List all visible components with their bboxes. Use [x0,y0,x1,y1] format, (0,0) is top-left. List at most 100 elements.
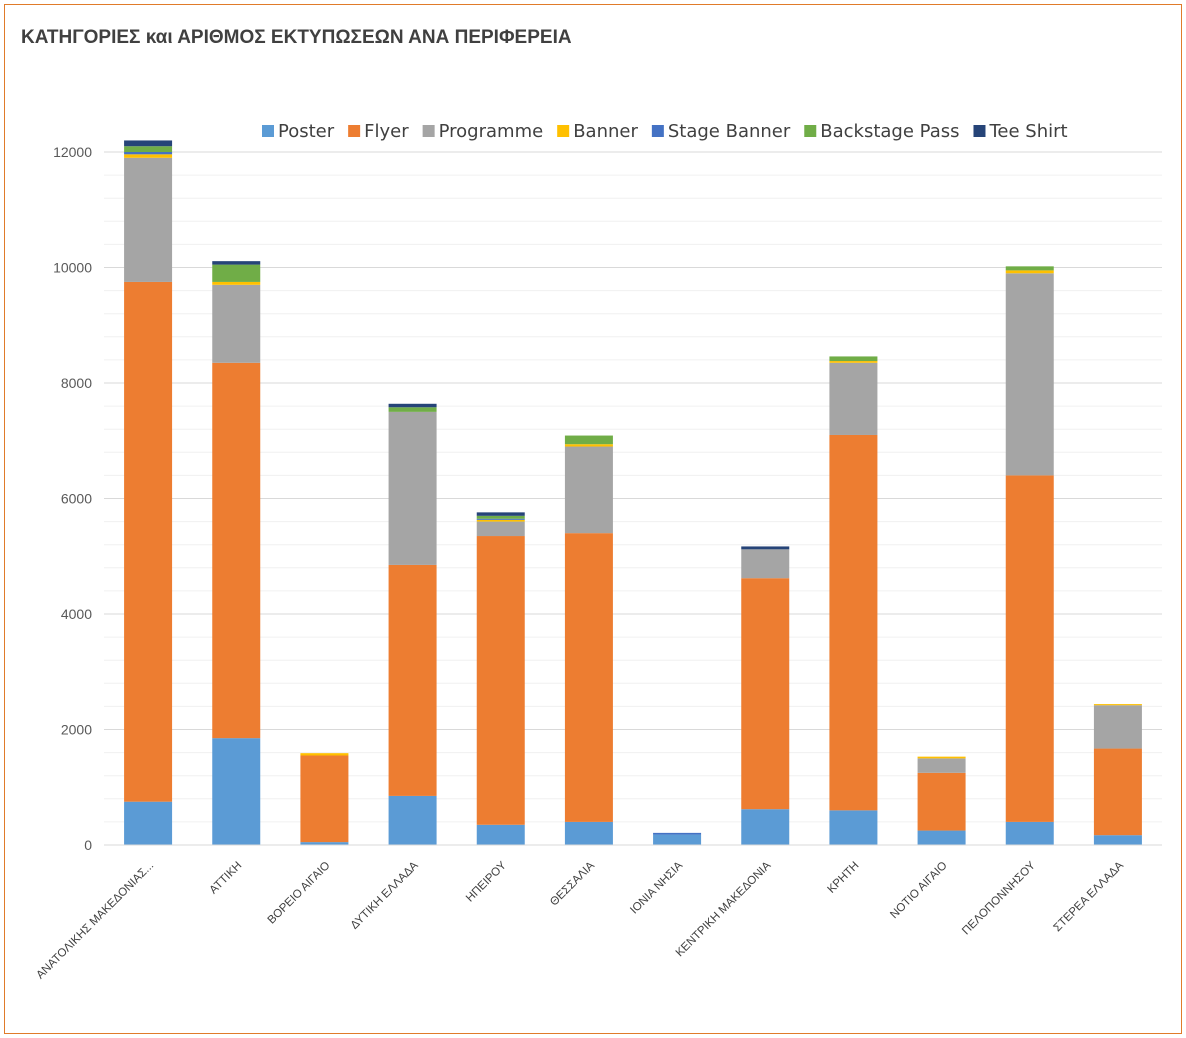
bar-stage-banner [476,518,525,520]
bars [124,140,1142,845]
bar-banner [212,281,261,285]
x-axis-labels: ΑΝΑΤΟΛΙΚΗΣ ΜΑΚΕΔΟΝΙΑΣ... ΑΤΤΙΚΗ ΒΟΡΕΙΟ ΑΙΓ… [34,859,1126,981]
bar-poster [212,738,261,845]
bar-flyer [476,536,525,825]
bar-stack [917,756,966,845]
bar-stack [564,435,613,845]
bar-flyer [564,533,613,822]
legend-swatch [348,125,361,137]
y-tick-label: 2000 [61,722,92,738]
bar-backstage-pass [476,515,525,519]
bar-poster [476,824,525,845]
bar-stack [212,261,261,845]
bar-programme [388,411,437,565]
bar-flyer [1093,748,1142,836]
x-tick-label: ΑΤΤΙΚΗ [208,860,245,897]
bar-backstage-pass [829,356,878,362]
x-tick-label: ΘΕΣΣΑΛΙΑ [548,859,597,908]
x-tick-label: ΗΠΕΙΡΟΥ [464,859,509,904]
bar-programme [212,284,261,363]
y-tick-label: 10000 [53,260,92,276]
bar-flyer [741,578,790,810]
x-tick-label: ΑΝΑΤΟΛΙΚΗΣ ΜΑΚΕΔΟΝΙΑΣ... [34,860,156,982]
x-tick-label: ΣΤΕΡΕΑ ΕΛΛΑΔΑ [1051,859,1126,934]
bar-poster [653,834,702,845]
bar-backstage-pass [1005,266,1054,271]
bar-banner [476,519,525,522]
legend-item-stage-banner: Stage Banner [651,121,791,142]
bar-programme [829,362,878,435]
bar-tee-shirt [212,261,261,265]
bar-poster [300,842,349,845]
legend-label: Tee Shirt [988,121,1067,142]
bar-stack [829,356,878,845]
bar-backstage-pass [388,407,437,412]
legend: Poster Flyer Programme Banner Stage Banner Ba… [262,121,1068,142]
y-tick-label: 6000 [61,491,92,507]
x-tick-label: ΚΡΗΤΗ [825,860,861,896]
bar-programme [1093,705,1142,749]
bar-flyer [917,772,966,831]
bar-backstage-pass [212,264,261,282]
bar-poster [917,830,966,845]
bar-stack [124,140,173,845]
bar-backstage-pass [564,435,613,445]
bar-banner [124,154,173,158]
legend-item-banner: Banner [557,121,638,142]
bar-stack [300,753,349,845]
bar-tee-shirt [476,512,525,516]
y-tick-label: 4000 [61,606,92,622]
bar-poster [1005,821,1054,845]
legend-swatch [804,125,817,137]
legend-label: Programme [439,121,544,142]
legend-swatch [557,125,570,137]
gridlines [104,151,1162,823]
x-tick-label: ΝΟΤΙΟ ΑΙΓΑΙΟ [888,860,950,922]
x-tick-label: ΔΥΤΙΚΗ ΕΛΛΑΔΑ [349,859,421,931]
legend-swatch [973,125,986,137]
x-tick-label: ΒΟΡΕΙΟ ΑΙΓΑΙΟ [266,860,333,927]
bar-poster [741,809,790,845]
bar-flyer [124,281,173,802]
x-tick-label: ΠΕΛΟΠΟΝΝΗΣΟΥ [960,859,1038,937]
legend-item-backstage-pass: Backstage Pass [804,121,959,142]
bar-banner [829,361,878,363]
bar-stack [476,512,525,845]
legend-label: Poster [278,121,335,142]
y-axis: 0 2000 4000 6000 8000 10000 12000 [53,144,92,853]
bar-flyer [388,564,437,796]
bar-tee-shirt [388,403,437,408]
bar-flyer [300,755,349,843]
y-tick-label: 0 [84,837,92,853]
bar-stage-banner [124,152,173,155]
bar-flyer [212,362,261,739]
bar-poster [829,810,878,845]
legend-swatch [422,125,435,137]
legend-item-programme: Programme [422,121,544,142]
legend-label: Flyer [364,121,409,142]
legend-swatch [651,125,664,137]
bar-stack [741,546,790,845]
bar-programme [476,521,525,537]
bar-banner [300,753,349,756]
bar-flyer [1005,475,1054,822]
bar-stack [1005,266,1054,845]
legend-label: Banner [573,121,638,142]
legend-label: Stage Banner [668,121,791,142]
bar-stack [653,832,702,845]
bar-tee-shirt [124,140,173,147]
bar-poster [388,795,437,845]
chart-title: ΚΑΤΗΓΟΡΙΕΣ και ΑΡΙΘΜΟΣ ΕΚΤΥΠΩΣΕΩΝ ΑΝΑ ΠΕ… [21,27,572,48]
y-tick-label: 12000 [53,144,92,160]
bar-backstage-pass [124,146,173,152]
bar-stack [1093,704,1142,845]
bar-flyer [829,434,878,811]
legend-label: Backstage Pass [820,121,959,142]
bar-programme [564,446,613,534]
bar-poster [564,821,613,845]
bar-programme [1005,273,1054,476]
bar-banner [917,756,966,759]
bar-poster [1093,835,1142,845]
bar-programme [741,549,790,579]
